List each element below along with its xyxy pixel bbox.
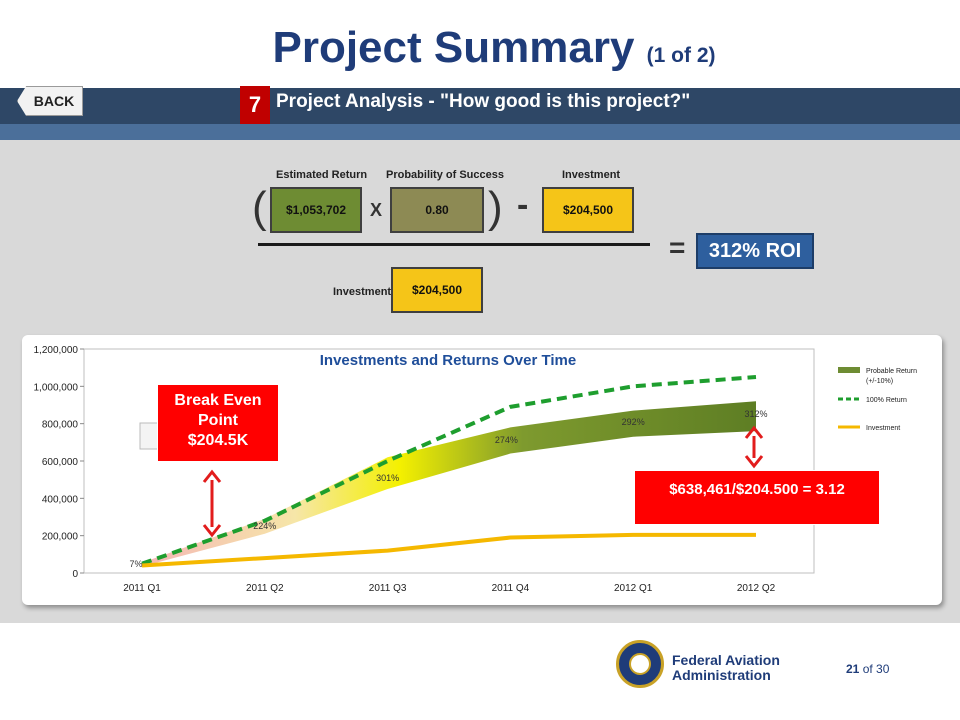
title-suffix: (1 of 2) [646,44,716,67]
roi-result: 312% ROI [696,233,814,269]
break-even-arrow-head-bottom [202,524,222,538]
roi-label: 7% [129,559,142,569]
probability-value: 0.80 [390,187,484,233]
y-tick-label: 600,000 [42,457,79,468]
page-title: Project Summary (1 of 2) [0,22,960,82]
break-even-line: Point [198,412,238,429]
denominator-label: Investment [333,286,392,298]
minus-symbol: - [517,186,529,224]
equals-symbol: = [669,232,686,263]
break-even-line: Break Even [174,392,262,409]
x-tick-label: 2012 Q2 [737,583,776,594]
ratio-arrow-head-bottom [744,455,764,469]
page-number: 21 of 30 [846,662,890,676]
step-number-badge: 7 [240,86,270,124]
estimated-return-value: $1,053,702 [270,187,362,233]
y-tick-label: 1,000,000 [34,382,79,393]
roi-label: 312% [744,409,767,419]
legend-label: (+/-10%) [866,378,893,385]
faa-seal-logo [616,640,664,688]
y-tick-label: 400,000 [42,494,79,505]
header-band [0,88,960,124]
probable-return-band [142,401,756,567]
investment-label: Investment [562,169,621,181]
title-main: Project Summary [272,23,635,72]
agency-name: Federal Aviation Administration [672,652,780,683]
x-tick-label: 2011 Q4 [492,583,530,594]
legend-label: 100% Return [866,397,907,404]
x-tick-label: 2011 Q1 [123,583,161,594]
open-paren: ( [252,183,267,232]
x-tick-label: 2011 Q3 [369,583,407,594]
roi-label: 292% [622,417,645,427]
legend-swatch-probable [838,367,860,373]
legend-label: Probable Return [866,368,917,375]
roi-label: 224% [253,521,276,531]
denominator-value: $204,500 [391,267,483,313]
y-tick-label: 800,000 [42,420,79,431]
back-button[interactable]: BACK [17,86,83,116]
investment-value: $204,500 [542,187,634,233]
x-tick-label: 2011 Q2 [246,583,284,594]
legend-label: Investment [866,425,900,432]
close-paren: ) [488,183,503,232]
full-return-line [141,375,757,566]
x-tick-label: 2012 Q1 [614,583,653,594]
ratio-arrow-head-top [744,425,764,439]
y-tick-label: 1,200,000 [34,345,79,356]
break-even-callout: Break Even Point $204.5K [157,384,279,462]
break-even-line: $204.5K [187,432,249,449]
header-band-lower [0,124,960,140]
investment-line [141,532,756,568]
step-title: Project Analysis - "How good is this pro… [276,91,691,112]
break-even-arrow-head-top [202,469,222,483]
partial-button-stub [139,422,159,450]
y-tick-label: 0 [72,569,78,580]
chart-title: Investments and Returns Over Time [320,352,576,369]
y-tick-label: 200,000 [42,532,79,543]
estimated-return-label: Estimated Return [276,169,368,181]
roi-label: 274% [495,435,518,445]
roi-label: 301% [376,473,399,483]
ratio-callout: $638,461/$204.500 = 3.12 [634,470,880,525]
fraction-line [258,243,650,246]
multiply-symbol: X [370,200,383,220]
probability-label: Probability of Success [386,169,504,181]
